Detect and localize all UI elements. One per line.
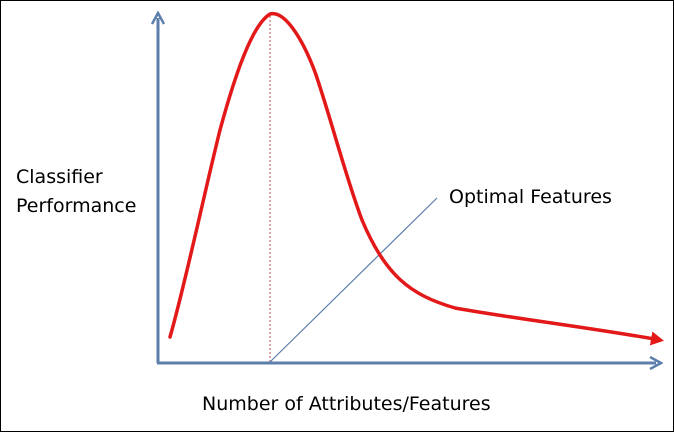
x-axis-label: Number of Attributes/Features (202, 393, 491, 415)
optimal-pointer-line (269, 197, 438, 363)
optimal-features-label: Optimal Features (449, 186, 612, 208)
y-axis-label-line-1: Classifier (16, 166, 103, 188)
performance-curve (168, 12, 664, 346)
y-axis-label-line-2: Performance (16, 195, 136, 217)
